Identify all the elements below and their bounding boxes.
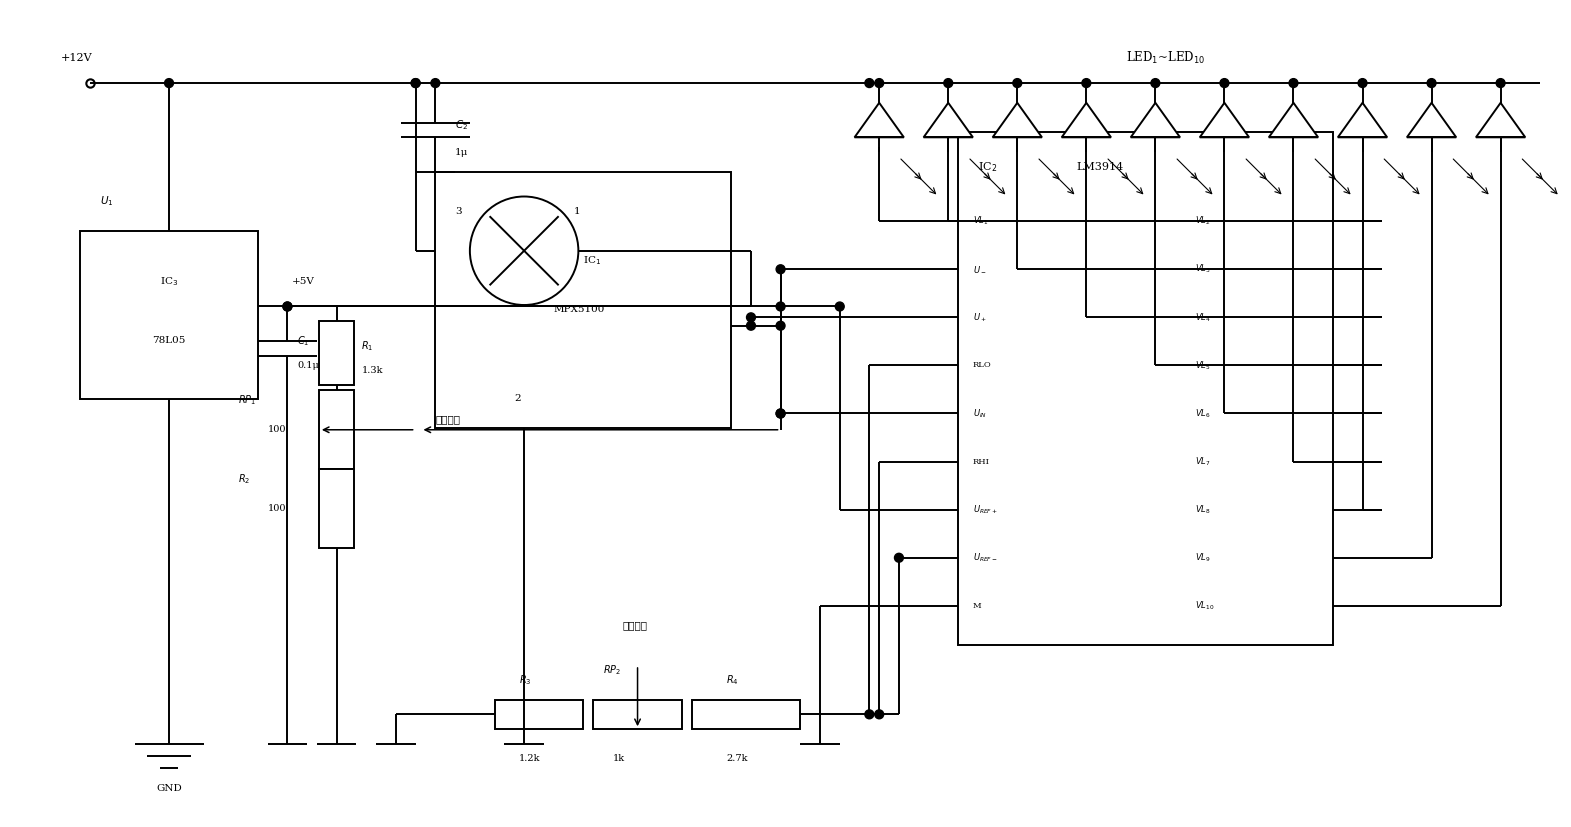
- Text: 0.1μ: 0.1μ: [297, 361, 319, 370]
- Text: $R_2$: $R_2$: [239, 472, 250, 486]
- Bar: [319, 390, 355, 469]
- Bar: [495, 700, 583, 729]
- Text: 满度调节: 满度调节: [622, 621, 647, 630]
- Polygon shape: [1338, 103, 1387, 137]
- Circle shape: [283, 302, 292, 311]
- Circle shape: [776, 409, 786, 418]
- Text: $RP_2$: $RP_2$: [603, 663, 621, 676]
- Text: MPX5100: MPX5100: [553, 305, 605, 314]
- Circle shape: [776, 265, 786, 274]
- Text: $VL_1$: $VL_1$: [972, 215, 988, 227]
- Text: $R_3$: $R_3$: [518, 673, 531, 686]
- Circle shape: [1290, 79, 1298, 88]
- Circle shape: [283, 302, 292, 311]
- Text: $U_{REF-}$: $U_{REF-}$: [972, 552, 998, 564]
- Text: LM3914: LM3914: [1076, 162, 1123, 172]
- Circle shape: [412, 79, 419, 88]
- Circle shape: [430, 79, 440, 88]
- Text: 2.7k: 2.7k: [726, 754, 748, 763]
- Text: $U_+$: $U_+$: [972, 311, 987, 323]
- Text: +12V: +12V: [61, 54, 93, 64]
- Bar: [691, 700, 800, 729]
- Bar: [319, 469, 355, 548]
- Circle shape: [875, 710, 883, 719]
- Circle shape: [1357, 79, 1367, 88]
- Circle shape: [1082, 79, 1090, 88]
- Circle shape: [1013, 79, 1021, 88]
- Text: $RP_1$: $RP_1$: [239, 394, 256, 407]
- Circle shape: [776, 321, 786, 330]
- Circle shape: [866, 79, 873, 88]
- Circle shape: [412, 79, 419, 88]
- Text: $VL_5$: $VL_5$: [1196, 359, 1210, 371]
- Text: LED$_1$~LED$_{10}$: LED$_1$~LED$_{10}$: [1126, 50, 1205, 66]
- Circle shape: [776, 302, 786, 311]
- Text: IC$_3$: IC$_3$: [160, 275, 178, 288]
- Polygon shape: [1269, 103, 1318, 137]
- Circle shape: [746, 321, 756, 330]
- Polygon shape: [993, 103, 1042, 137]
- Polygon shape: [1200, 103, 1249, 137]
- Circle shape: [944, 79, 952, 88]
- Text: 1k: 1k: [613, 754, 625, 763]
- Text: $R_4$: $R_4$: [726, 673, 738, 686]
- Circle shape: [776, 409, 786, 418]
- Circle shape: [894, 553, 903, 562]
- Text: 1.2k: 1.2k: [518, 754, 540, 763]
- Text: $VL_4$: $VL_4$: [1196, 311, 1211, 323]
- Text: $VL_8$: $VL_8$: [1196, 504, 1211, 516]
- Text: $U_1$: $U_1$: [101, 194, 113, 208]
- Circle shape: [875, 79, 883, 88]
- Circle shape: [866, 710, 873, 719]
- Text: RLO: RLO: [972, 361, 991, 370]
- Text: $U_{REF+}$: $U_{REF+}$: [972, 504, 998, 516]
- Polygon shape: [1408, 103, 1456, 137]
- Text: $C_2$: $C_2$: [456, 118, 468, 132]
- Text: 100: 100: [267, 425, 286, 434]
- Text: +5V: +5V: [292, 277, 316, 286]
- Text: M: M: [972, 602, 982, 609]
- Text: $VL_{10}$: $VL_{10}$: [1196, 600, 1214, 612]
- Bar: [958, 132, 1332, 645]
- Text: 零点调节: 零点调节: [435, 415, 460, 424]
- Circle shape: [1496, 79, 1505, 88]
- Circle shape: [1426, 79, 1436, 88]
- Circle shape: [165, 79, 173, 88]
- Circle shape: [746, 313, 756, 322]
- Text: IC$_2$: IC$_2$: [977, 160, 998, 174]
- Bar: [594, 700, 682, 729]
- Text: $R_1$: $R_1$: [361, 339, 374, 353]
- Bar: [80, 231, 258, 399]
- Text: $U_{IN}$: $U_{IN}$: [972, 407, 987, 420]
- Polygon shape: [1062, 103, 1111, 137]
- Text: $C_1$: $C_1$: [297, 334, 309, 348]
- Bar: [435, 172, 731, 428]
- Text: 1μ: 1μ: [456, 147, 468, 156]
- Text: 1.3k: 1.3k: [361, 366, 383, 375]
- Text: 100: 100: [267, 504, 286, 514]
- Text: 1: 1: [573, 207, 580, 216]
- Text: 78L05: 78L05: [152, 336, 185, 345]
- Circle shape: [836, 302, 844, 311]
- Circle shape: [1152, 79, 1159, 88]
- Text: $VL_2$: $VL_2$: [1196, 215, 1210, 227]
- Text: $VL_7$: $VL_7$: [1196, 456, 1211, 468]
- Text: RHI: RHI: [972, 457, 990, 466]
- Text: GND: GND: [156, 784, 182, 793]
- Text: $VL_3$: $VL_3$: [1196, 263, 1211, 275]
- Circle shape: [470, 197, 578, 305]
- Text: $VL_6$: $VL_6$: [1196, 407, 1211, 420]
- Text: IC$_1$: IC$_1$: [583, 254, 602, 267]
- Polygon shape: [855, 103, 903, 137]
- Text: $U_-$: $U_-$: [972, 265, 987, 275]
- Circle shape: [1221, 79, 1229, 88]
- Text: $VL_9$: $VL_9$: [1196, 552, 1211, 564]
- Text: 3: 3: [456, 207, 462, 216]
- Polygon shape: [1475, 103, 1525, 137]
- Bar: [319, 321, 355, 385]
- Polygon shape: [924, 103, 972, 137]
- Polygon shape: [1131, 103, 1180, 137]
- Text: 2: 2: [514, 394, 522, 404]
